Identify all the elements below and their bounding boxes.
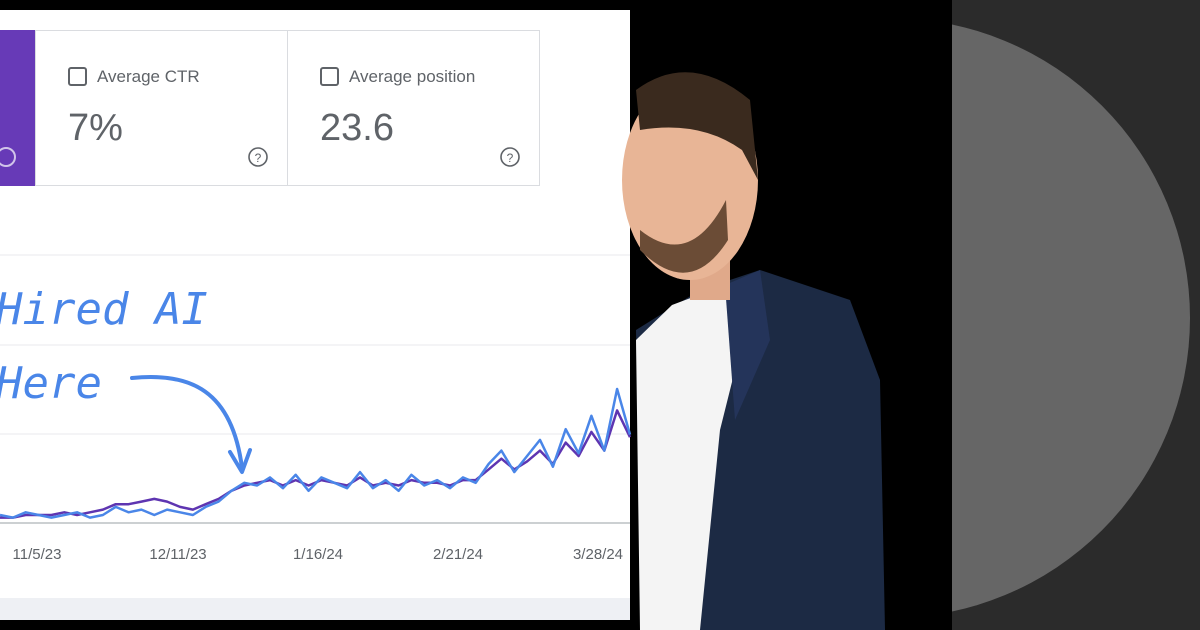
- help-icon[interactable]: [248, 147, 268, 167]
- x-tick-label: 1/16/24: [293, 546, 343, 563]
- panel-footer: [0, 598, 630, 620]
- help-icon[interactable]: [500, 147, 520, 167]
- active-card: [0, 30, 35, 186]
- checkbox[interactable]: [68, 67, 87, 86]
- metric-value: 7%: [68, 107, 123, 149]
- metric-label: Average position: [349, 67, 475, 86]
- annotation: Here: [0, 358, 102, 409]
- help-glyph: ?: [255, 151, 262, 165]
- help-glyph: ?: [507, 151, 514, 165]
- series-line: [0, 387, 632, 519]
- x-tick-label: 2/21/24: [433, 546, 483, 563]
- metric-card[interactable]: [287, 30, 540, 186]
- x-tick-label: 12/11/23: [149, 546, 206, 563]
- help-icon: [0, 147, 16, 167]
- plot: [0, 387, 632, 519]
- x-tick-label: 3/28/24: [573, 546, 623, 563]
- metric-card[interactable]: [35, 30, 288, 186]
- metric-value: 23.6: [320, 107, 394, 149]
- annotation: Hired AI: [0, 284, 208, 335]
- person: [622, 72, 885, 630]
- metric-label: Average CTR: [97, 67, 200, 86]
- arrowhead: [228, 448, 252, 474]
- arrow: [130, 375, 244, 470]
- x-tick-label: 11/5/23: [13, 546, 62, 563]
- checkbox[interactable]: [320, 67, 339, 86]
- disc: [952, 24, 1190, 612]
